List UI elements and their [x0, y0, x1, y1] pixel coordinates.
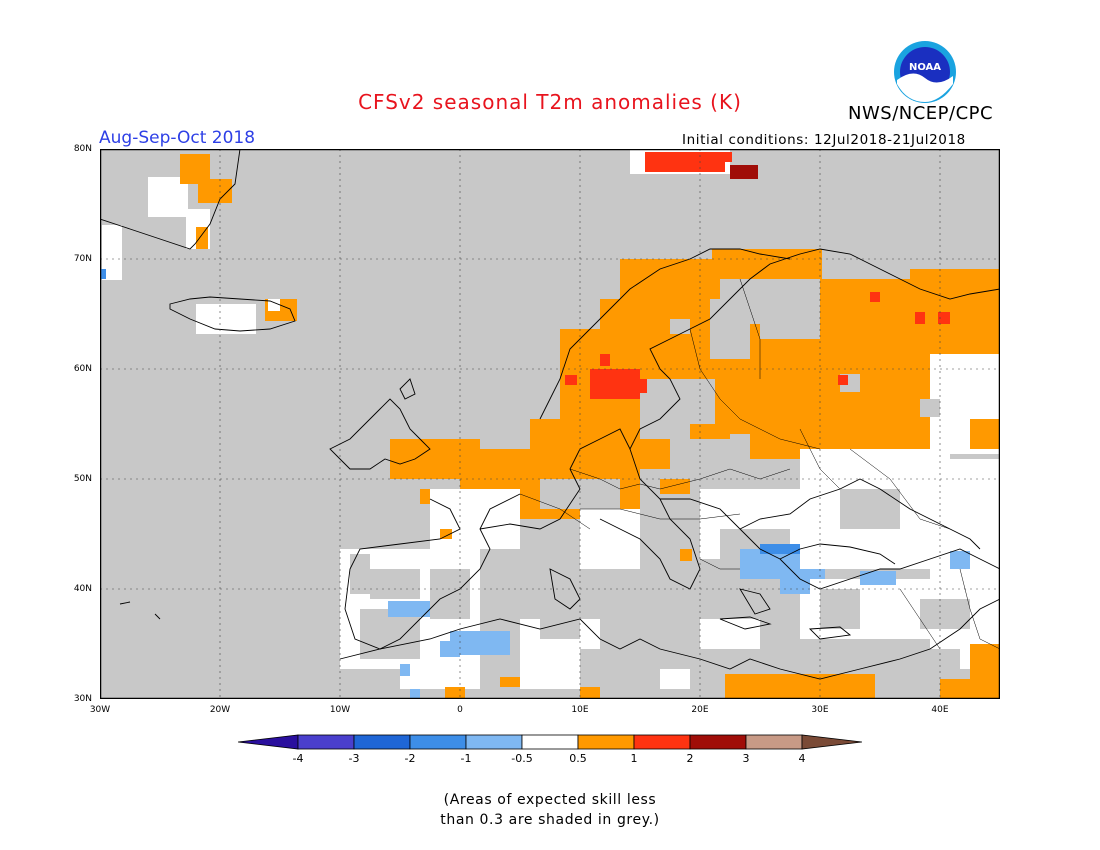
- lat-label-50n: 50N: [73, 474, 92, 484]
- colorbar-label: -3: [348, 752, 360, 765]
- colorbar-swatch: [577, 734, 635, 750]
- skill-note: (Areas of expected skill less than 0.3 a…: [0, 790, 1100, 830]
- skill-note-line2: than 0.3 are shaded in grey.): [440, 812, 660, 828]
- cool-anomaly-cells: [388, 544, 970, 699]
- lat-label-80n: 80N: [73, 144, 92, 154]
- lon-label-10e: 10E: [571, 705, 589, 715]
- greenland-region: [100, 149, 232, 280]
- lat-label-30n: 30N: [73, 694, 92, 704]
- colorbar-label: 3: [742, 752, 750, 765]
- colorbar-label: 1: [630, 752, 638, 765]
- lat-label-60n: 60N: [73, 364, 92, 374]
- initial-conditions-label: Initial conditions: 12Jul2018-21Jul2018: [682, 132, 966, 148]
- colorbar-swatch: [689, 734, 747, 750]
- skill-note-line1: (Areas of expected skill less: [443, 792, 657, 808]
- colorbar-label: -1: [460, 752, 472, 765]
- svalbard-region: [630, 149, 758, 179]
- colorbar-swatch: [521, 734, 579, 750]
- hot-spots: [565, 292, 950, 399]
- colorbar-label: 4: [798, 752, 806, 765]
- lon-label-30w: 30W: [89, 705, 111, 715]
- lon-label-30e: 30E: [811, 705, 829, 715]
- colorbar-label: -2: [404, 752, 416, 765]
- season-label: Aug-Sep-Oct 2018: [99, 128, 256, 148]
- colorbar-label: -4: [292, 752, 304, 765]
- svg-text:NOAA: NOAA: [909, 62, 941, 73]
- south-warm-cells: [440, 529, 1000, 699]
- chart-title: CFSv2 seasonal T2m anomalies (K): [358, 90, 742, 114]
- colorbar-swatch: [633, 734, 691, 750]
- lon-label-20e: 20E: [691, 705, 709, 715]
- lon-label-0: 0: [457, 705, 463, 715]
- colorbar-label: -0.5: [511, 752, 533, 765]
- colorbar-swatch: [409, 734, 467, 750]
- anomaly-map: [100, 149, 1000, 699]
- lat-label-40n: 40N: [73, 584, 92, 594]
- colorbar-swatch: [297, 734, 355, 750]
- colorbar-swatch: [745, 734, 803, 750]
- lon-label-10w: 10W: [329, 705, 351, 715]
- lat-lon-grid: [100, 149, 1000, 699]
- lon-label-20w: 20W: [209, 705, 231, 715]
- colorbar-arrow-left: [238, 734, 299, 750]
- colorbar-label: 0.5: [569, 752, 587, 765]
- lat-label-70n: 70N: [73, 254, 92, 264]
- org-label: NWS/NCEP/CPC: [848, 103, 994, 124]
- iceland-region: [196, 299, 297, 334]
- colorbar: [238, 734, 862, 750]
- map-frame: [100, 149, 1000, 699]
- noaa-logo: NOAA: [893, 40, 957, 104]
- lon-label-40e: 40E: [931, 705, 949, 715]
- colorbar-arrow-right: [801, 734, 862, 750]
- scandinavia-russia-warm: [560, 249, 1000, 469]
- colorbar-label: 2: [686, 752, 694, 765]
- colorbar-swatch: [353, 734, 411, 750]
- colorbar-swatch: [465, 734, 523, 750]
